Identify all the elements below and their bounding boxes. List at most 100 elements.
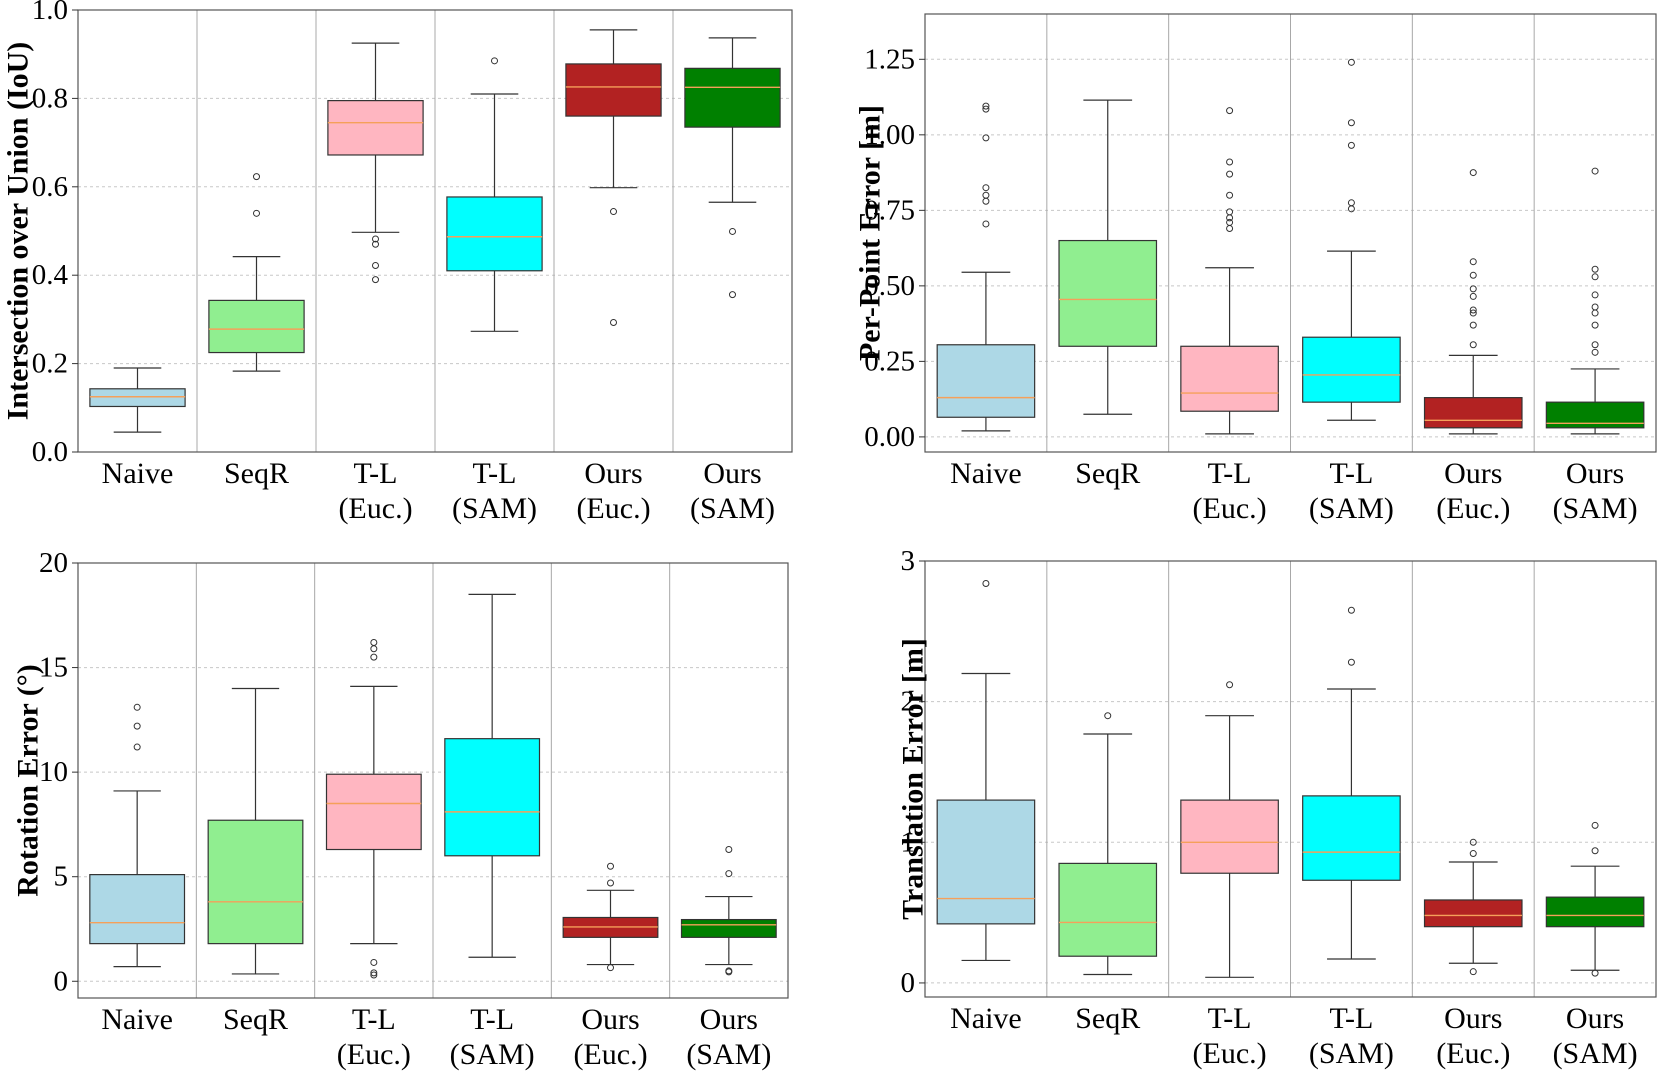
y-tick-label: 3 [901,545,916,577]
outlier-point [729,291,736,299]
plot-frame [77,562,789,999]
box-body [89,874,186,945]
outlier-point [1226,170,1234,178]
x-tick-label: Naive [950,1002,1022,1035]
outlier-point [372,261,379,269]
outlier-point [1591,291,1599,299]
outlier-point [607,879,614,887]
outlier-point [1226,208,1234,216]
box-3 [444,593,541,958]
x-tick-label: Ours [703,457,761,490]
outlier-point [1469,838,1477,846]
x-tick-label: Ours [1566,457,1624,490]
x-tick-label: (SAM) [686,1038,771,1071]
x-tick-label: (Euc.) [337,1038,411,1071]
box-body [565,63,662,117]
box-3 [1302,606,1401,960]
box-body [1058,862,1158,957]
y-tick-label: 0.75 [864,194,915,226]
outlier-point [133,722,141,730]
outlier-point [370,958,378,966]
outlier-point [372,276,379,284]
box-1 [1058,712,1158,976]
outlier-point [607,964,614,972]
y-tick-label: 1.25 [864,43,915,75]
y-tick-label: 0 [54,965,69,997]
outlier-point [1469,309,1477,317]
box-body [325,773,422,851]
x-tick-label: (SAM) [1309,1037,1394,1070]
box-3 [1302,58,1401,421]
x-tick-label: T-L [473,457,517,490]
box-body [1545,896,1645,928]
outlier-point [725,846,733,854]
y-tick-label: 0.4 [32,259,69,291]
box-body [1302,336,1401,403]
y-tick-label: 1.0 [32,0,68,26]
y-tick-label: 15 [39,652,68,684]
y-tick-label: 0.2 [32,348,68,380]
x-tick-label: Ours [1444,1002,1502,1035]
y-tick-label: 0.25 [864,345,915,377]
y-axis-label: Per-Point Error [m] [854,105,887,361]
box-4 [1423,838,1523,976]
plot-frame [924,560,1657,998]
box-0 [89,703,186,968]
outlier-point [982,102,990,110]
chart-panel-iou: 0.0 0.2 0.4 0.6 0.8 1.0 Intersection over Unio… [2,0,793,525]
box-body [208,299,305,354]
x-tick-label: T-L [354,457,398,490]
outlier-point [610,318,617,326]
outlier-point [1347,141,1355,149]
box-1 [207,687,304,975]
outlier-point [1591,348,1599,356]
outlier-point [1226,158,1234,166]
box-5 [1545,167,1645,435]
outlier-point [1226,681,1234,689]
box-5 [1545,821,1645,977]
y-tick-label: 0.8 [32,82,68,114]
outlier-point [1469,271,1477,279]
outlier-point [1469,341,1477,349]
box-body [680,918,777,938]
x-tick-label: (Euc.) [1436,492,1510,525]
y-tick-label: 10 [39,756,68,788]
box-0 [89,367,186,433]
plot-frame [77,9,793,453]
outlier-point [725,967,733,975]
outlier-point [610,208,617,216]
outlier-point [1469,850,1477,858]
outlier-point [1591,847,1599,855]
x-tick-label: (Euc.) [338,492,412,525]
box-2 [1180,107,1279,435]
y-tick-label: 0.50 [864,270,915,302]
outlier-point [1104,712,1112,720]
x-tick-label: Ours [700,1003,758,1036]
outlier-point [982,580,990,588]
outlier-point [133,743,141,751]
box-body [1423,397,1523,429]
outlier-point [1347,606,1355,614]
outlier-point [725,870,733,878]
outlier-point [1347,205,1355,213]
box-5 [684,37,781,299]
x-tick-label: (SAM) [1553,1037,1638,1070]
y-tick-label: 0.6 [32,171,68,203]
outlier-point [370,638,378,646]
outlier-point [253,209,260,217]
outlier-point [982,220,990,228]
outlier-point [1591,341,1599,349]
outlier-point [1469,169,1477,177]
box-4 [562,862,659,972]
outlier-point [1591,273,1599,281]
box-0 [936,580,1036,962]
outlier-point [1469,292,1477,300]
outlier-point [372,235,379,243]
box-4 [1423,169,1523,435]
x-tick-label: T-L [1329,1002,1373,1035]
x-tick-label: Ours [1444,457,1502,490]
box-body [207,819,304,945]
x-tick-label: SeqR [223,1003,288,1036]
outlier-point [370,645,378,653]
